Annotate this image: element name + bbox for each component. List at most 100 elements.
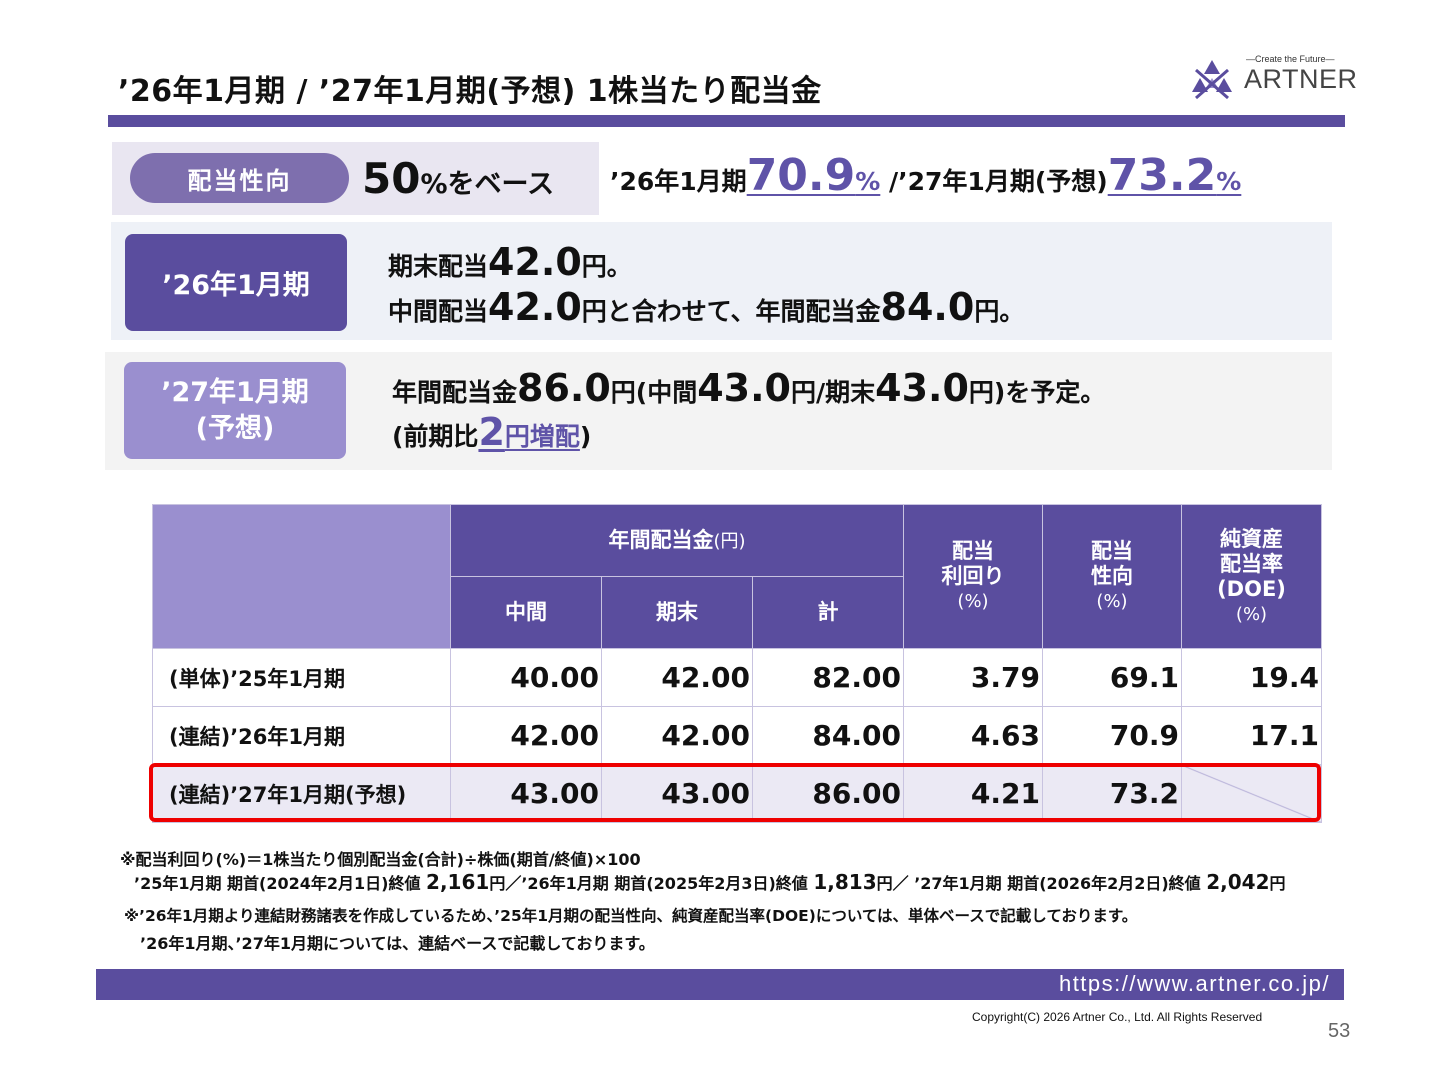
note-price: 2,042 (1206, 870, 1270, 894)
fy27-text: ) (579, 422, 592, 451)
table-corner-cell (152, 504, 451, 649)
fy26-text: 円と合わせて、年間配当金 (581, 297, 881, 326)
doe-cell: 19.4 (1181, 648, 1322, 707)
table-row: (単体)’25年1月期 40.00 42.00 82.00 3.79 69.1 … (152, 648, 1322, 707)
total-cell: 82.00 (752, 648, 904, 707)
note-text: ’25年1月期 期首(2024年2月1日)終値 (134, 874, 427, 893)
artner-logo: —Create the Future— ARTNER (1186, 54, 1357, 104)
total-header: 計 (752, 576, 904, 649)
note-consolidation-basis: ’26年1月期、’27年1月期については、連結ベースで記載しております。 (140, 934, 655, 953)
note-share-prices: ’25年1月期 期首(2024年2月1日)終値 2,161円／’26年1月期 期… (134, 870, 1286, 894)
payout-base-suffix: %をベース (420, 169, 555, 200)
doe-cell: 17.1 (1181, 706, 1322, 765)
fy27-line-2: (前期比2円増配) (392, 410, 591, 454)
doe-unit: (%) (1235, 603, 1268, 625)
fy27-label-forecast: (予想) (195, 412, 275, 444)
note-price: 2,161 (426, 870, 490, 894)
payout-unit: (%) (1096, 591, 1128, 612)
footer-bar: https://www.artner.co.jp/ (96, 969, 1344, 1000)
year-end-cell: 42.00 (601, 648, 753, 707)
doe-header-line: (DOE) (1217, 576, 1286, 601)
total-cell: 84.00 (752, 706, 904, 765)
footer-url[interactable]: https://www.artner.co.jp/ (1058, 971, 1330, 996)
note-text: 円／ ’27年1月期 期首(2026年2月2日)終値 (876, 874, 1207, 893)
payout-cell: 69.1 (1042, 648, 1182, 707)
annual-dividend-unit: (円) (713, 530, 746, 552)
payout-header-line: 性向 (1091, 564, 1133, 588)
fy26-annual-dividend: 84.0 (880, 285, 975, 329)
payout-cell: 70.9 (1042, 706, 1182, 765)
fy26-line-2: 中間配当42.0円と合わせて、年間配当金84.0円。 (388, 285, 1024, 329)
interim-cell: 40.00 (450, 648, 602, 707)
payout-actual-unit: % (855, 167, 881, 196)
table-row: (連結)’26年1月期 42.00 42.00 84.00 4.63 70.9 … (152, 706, 1322, 765)
fy27-increase-amount: 2 (478, 410, 505, 454)
year-end-header: 期末 (601, 576, 753, 649)
fy26-year-end-dividend: 42.0 (488, 240, 582, 284)
fy27-text: 円)を予定。 (968, 378, 1106, 407)
fy27-label: ’27年1月期 (予想) (124, 362, 346, 459)
row-label: (単体)’25年1月期 (152, 648, 451, 707)
yield-header: 配当 利回り (%) (903, 504, 1043, 649)
fy27-text: 円(中間 (610, 378, 698, 407)
yield-cell: 4.21 (903, 764, 1043, 823)
copyright: Copyright(C) 2026 Artner Co., Ltd. All R… (972, 1010, 1263, 1024)
doe-header: 純資産 配当率 (DOE) (%) (1181, 504, 1322, 649)
payout-forecast-prefix: /’27年1月期(予想) (880, 167, 1108, 196)
fy27-text: 年間配当金 (392, 378, 518, 407)
fy26-label: ’26年1月期 (125, 234, 347, 331)
annual-dividend-header: 年間配当金(円) (450, 504, 904, 577)
interim-cell: 42.00 (450, 706, 602, 765)
doe-header-line: 純資産 (1220, 526, 1283, 551)
fy26-text: 期末配当 (388, 252, 489, 281)
payout-header-line: 配当 (1091, 539, 1133, 563)
fy27-line-1: 年間配当金86.0円(中間43.0円/期末43.0円)を予定。 (392, 366, 1105, 410)
fy26-text: 円。 (974, 297, 1025, 326)
fy27-increase-label: 円増配 (504, 422, 580, 451)
payout-forecast-unit: % (1216, 167, 1242, 196)
fy27-annual-dividend: 86.0 (517, 366, 611, 410)
payout-cell: 73.2 (1042, 764, 1182, 823)
forecast-row-highlight (149, 763, 1321, 822)
interim-header: 中間 (450, 576, 602, 649)
fy27-label-period: ’27年1月期 (161, 376, 309, 408)
yield-header-line: 配当 (952, 539, 994, 563)
fy27-text: 円/期末 (790, 378, 876, 407)
fy27-interim-dividend: 43.0 (697, 366, 791, 410)
note-yield-formula: ※配当利回り(%)＝1株当たり個別配当金(合計)÷株価(期首/終値)×100 (120, 850, 641, 869)
payout-ratio-summary: ’26年1月期70.9% /’27年1月期(予想)73.2% (610, 150, 1241, 201)
title-divider (108, 115, 1345, 127)
note-price: 1,813 (813, 870, 877, 894)
yield-cell: 4.63 (903, 706, 1043, 765)
fy26-line-1: 期末配当42.0円。 (388, 240, 632, 284)
table-header-row: 年間配当金(円) 配当 利回り (%) 配当 性向 (%) 純資産 配当率 (D… (152, 504, 1322, 649)
year-end-cell: 43.00 (601, 764, 753, 823)
interim-cell: 43.00 (450, 764, 602, 823)
fy27-year-end-dividend: 43.0 (875, 366, 969, 410)
row-label: (連結)’26年1月期 (152, 706, 451, 765)
yield-cell: 3.79 (903, 648, 1043, 707)
fy27-text: (前期比 (392, 422, 479, 451)
doe-header-line: 配当率 (1220, 551, 1283, 576)
payout-header: 配当 性向 (%) (1042, 504, 1182, 649)
logo-name: ARTNER (1244, 64, 1358, 94)
payout-actual-value: 70.9 (746, 150, 856, 201)
note-consolidation: ※’26年1月期より連結財務諸表を作成しているため、’25年1月期の配当性向、純… (124, 907, 1138, 925)
payout-forecast-value: 73.2 (1107, 150, 1217, 201)
fy26-interim-dividend: 42.0 (488, 285, 582, 329)
yield-header-line: 利回り (941, 564, 1005, 588)
payout-policy-base: 50%をベース (362, 154, 554, 203)
logo-tagline: —Create the Future— (1246, 54, 1335, 64)
table-subheader-row: 中間 期末 計 (153, 576, 1322, 649)
note-text: 円 (1269, 874, 1286, 893)
payout-base-value: 50 (362, 154, 421, 203)
annual-dividend-header-text: 年間配当金 (608, 527, 714, 552)
note-text: 円／’26年1月期 期首(2025年2月3日)終値 (489, 874, 814, 893)
yield-unit: (%) (957, 591, 989, 612)
payout-policy-label: 配当性向 (130, 153, 349, 203)
artner-emblem-icon (1192, 60, 1232, 100)
payout-actual-prefix: ’26年1月期 (610, 167, 747, 196)
page-number: 53 (1328, 1020, 1351, 1042)
doe-cell-empty (1181, 764, 1322, 823)
year-end-cell: 42.00 (601, 706, 753, 765)
